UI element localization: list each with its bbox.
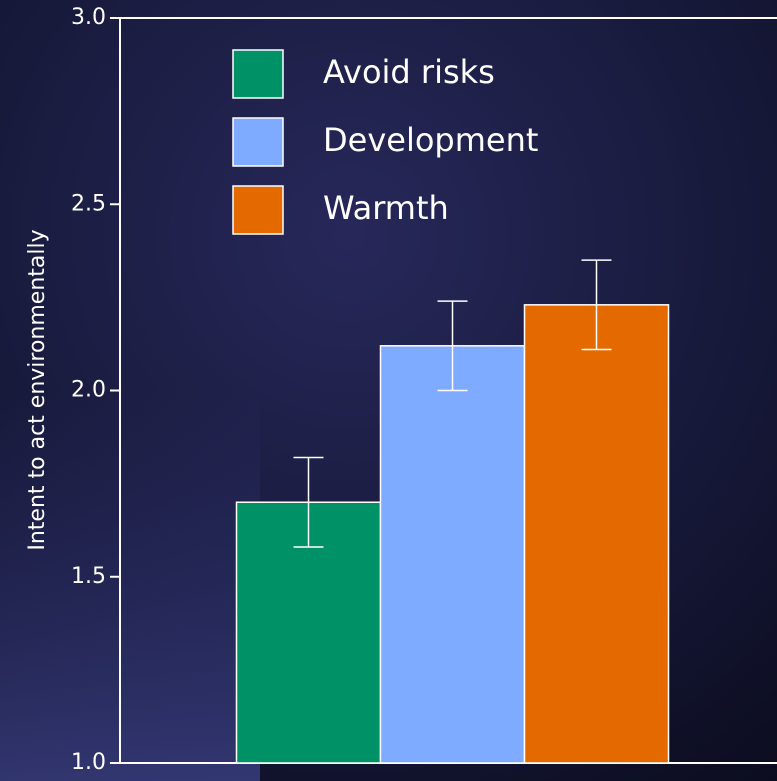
y-axis-label: Intent to act environmentally bbox=[25, 229, 50, 550]
error-bar bbox=[293, 456, 324, 548]
bar bbox=[379, 345, 526, 764]
bar bbox=[523, 304, 670, 764]
y-tick-label: 2.0 bbox=[71, 378, 106, 403]
error-bar bbox=[581, 259, 612, 351]
legend-label: Warmth bbox=[323, 189, 449, 227]
legend-swatch bbox=[232, 185, 284, 235]
y-tick-label: 3.0 bbox=[71, 5, 106, 30]
legend-swatch bbox=[232, 117, 284, 167]
y-tick-label: 1.5 bbox=[71, 564, 106, 589]
background-glow bbox=[0, 0, 260, 781]
legend-label: Avoid risks bbox=[323, 53, 495, 91]
y-tick-label: 2.5 bbox=[71, 191, 106, 216]
legend-swatch bbox=[232, 49, 284, 99]
y-tick-label: 1.0 bbox=[71, 750, 106, 775]
legend-label: Development bbox=[323, 121, 538, 159]
error-bar bbox=[437, 300, 468, 392]
